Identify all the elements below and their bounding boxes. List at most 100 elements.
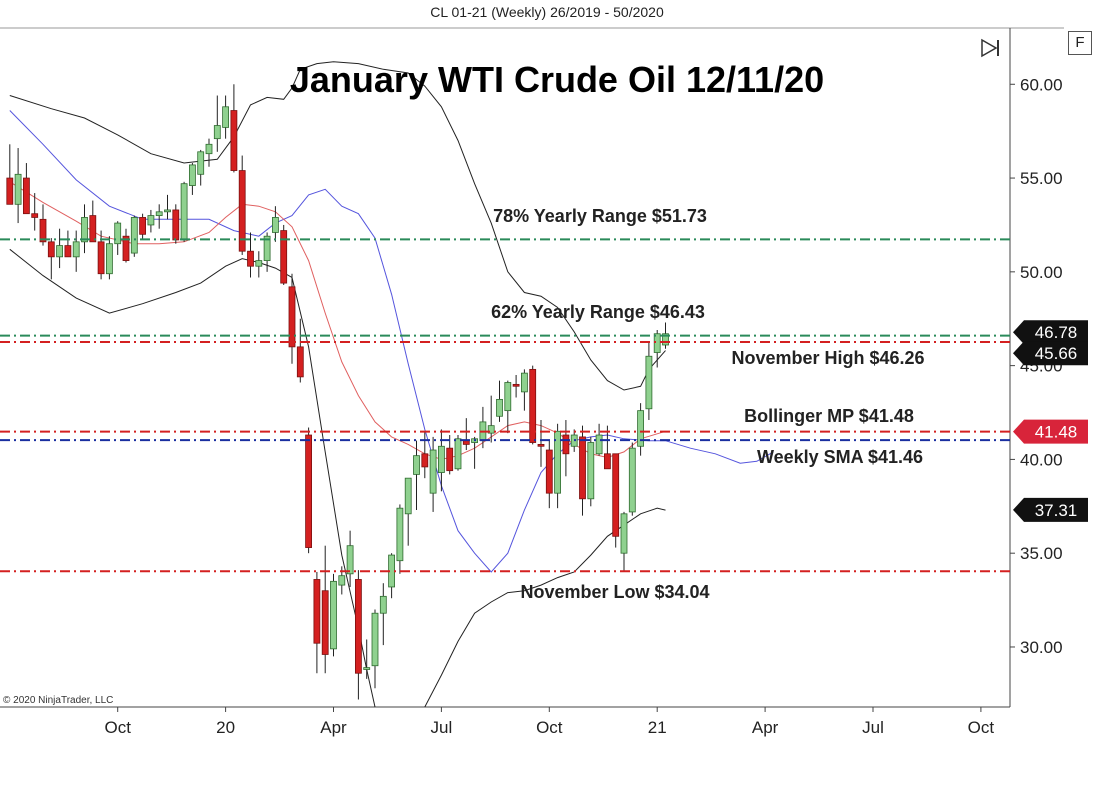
x-tick-label: Apr [752,718,779,737]
bollinger-lower-line [424,507,666,707]
price-tag [1013,341,1088,366]
x-tick-label: Oct [536,718,563,737]
x-tick-label: Oct [968,718,995,737]
candle-body [64,245,72,258]
candle-body [587,442,595,500]
candle-body [462,440,470,445]
candle-body [22,177,30,215]
y-tick-label: 30.00 [1020,638,1063,657]
candle-body [271,217,279,233]
candle-body [512,383,520,387]
candle-body [313,579,321,644]
candle-body [604,453,611,470]
x-tick-label: Apr [320,718,347,737]
candle-body [537,444,545,447]
skip-forward-icon-arrow [981,38,998,58]
candle-body [612,453,620,537]
candle-body [305,434,313,548]
candle-body [437,445,445,473]
price-tag [1013,497,1088,522]
price-tag-label: 45.66 [1035,344,1078,363]
candle-body [330,580,337,650]
chart-title: January WTI Crude Oil 12/11/20 [290,59,824,100]
candle-body [346,545,354,575]
y-tick-label: 60.00 [1020,75,1063,94]
candle-body [429,449,437,494]
f-button[interactable]: F [1068,31,1092,55]
x-tick-label: 20 [216,718,235,737]
candle-body [446,447,454,472]
level-label-nov_low: November Low $34.04 [520,582,709,602]
candle-body [114,222,122,245]
candle-body [56,245,63,258]
candle-body [130,217,138,254]
candle-body [89,215,97,243]
candle-body [238,170,246,252]
candle-body [413,455,420,475]
candle-body [6,177,14,205]
y-tick-label: 55.00 [1020,169,1063,188]
candle-body [139,217,147,235]
price-tag [1013,419,1088,444]
y-tick-label: 50.00 [1020,263,1063,282]
price-tag [1013,320,1088,345]
candle-body [454,438,462,470]
plot-area [6,61,774,707]
candle-body [645,355,653,410]
level-label-bollinger_mp: Bollinger MP $41.48 [744,406,914,426]
candle-body [338,575,346,586]
x-tick-label: Jul [431,718,453,737]
level-label-nov_high: November High $46.26 [731,348,924,368]
candle-body [321,590,329,655]
candle-body [628,447,636,513]
candle-body [164,209,171,213]
candle-body [155,211,163,216]
candle-body [662,333,669,346]
candle-body [263,235,271,261]
price-tag-label: 37.31 [1035,501,1078,520]
level-label-fib62: 62% Yearly Range $46.43 [491,302,705,322]
candle-body [180,183,188,241]
level-label-fib78: 78% Yearly Range $51.73 [493,206,707,226]
candle-body [562,434,570,455]
candle-body [487,425,495,434]
candle-body [363,667,371,670]
candle-body [545,449,553,494]
y-tick-label: 40.00 [1020,450,1063,469]
candle-body [205,143,213,155]
candle-body [72,241,80,258]
candle-body [106,243,113,275]
candle-body [504,382,512,412]
candle-body [47,241,55,258]
candle-body [197,151,205,175]
candle-body [637,410,644,447]
x-tick-label: Jul [862,718,884,737]
price-tag-label: 46.78 [1035,323,1078,342]
instrument-header: CL 01-21 (Weekly) 26/2019 - 50/2020 [430,4,664,20]
candle-body [496,398,503,417]
x-tick-label: 21 [648,718,667,737]
candle-body [213,125,221,140]
candle-body [529,368,537,443]
candle-body [247,250,254,267]
candle-body [188,164,196,186]
candle-body [579,436,586,500]
candle-body [31,213,39,218]
candle-body [14,173,22,205]
candle-body [147,215,155,226]
candle-body [172,209,180,241]
candle-body [81,217,88,243]
level-label-weekly_sma: Weekly SMA $41.46 [757,447,923,467]
candle-body [521,372,528,393]
candle-body [296,346,304,378]
candle-body [354,579,362,674]
candle-body [288,286,296,348]
candle-body [255,260,263,267]
candle-body [222,106,230,128]
candle-body [396,507,404,562]
price-tag-label: 41.48 [1035,423,1078,442]
skip-forward-icon [981,38,999,58]
candle-body [280,230,288,284]
candle-body [97,241,105,275]
